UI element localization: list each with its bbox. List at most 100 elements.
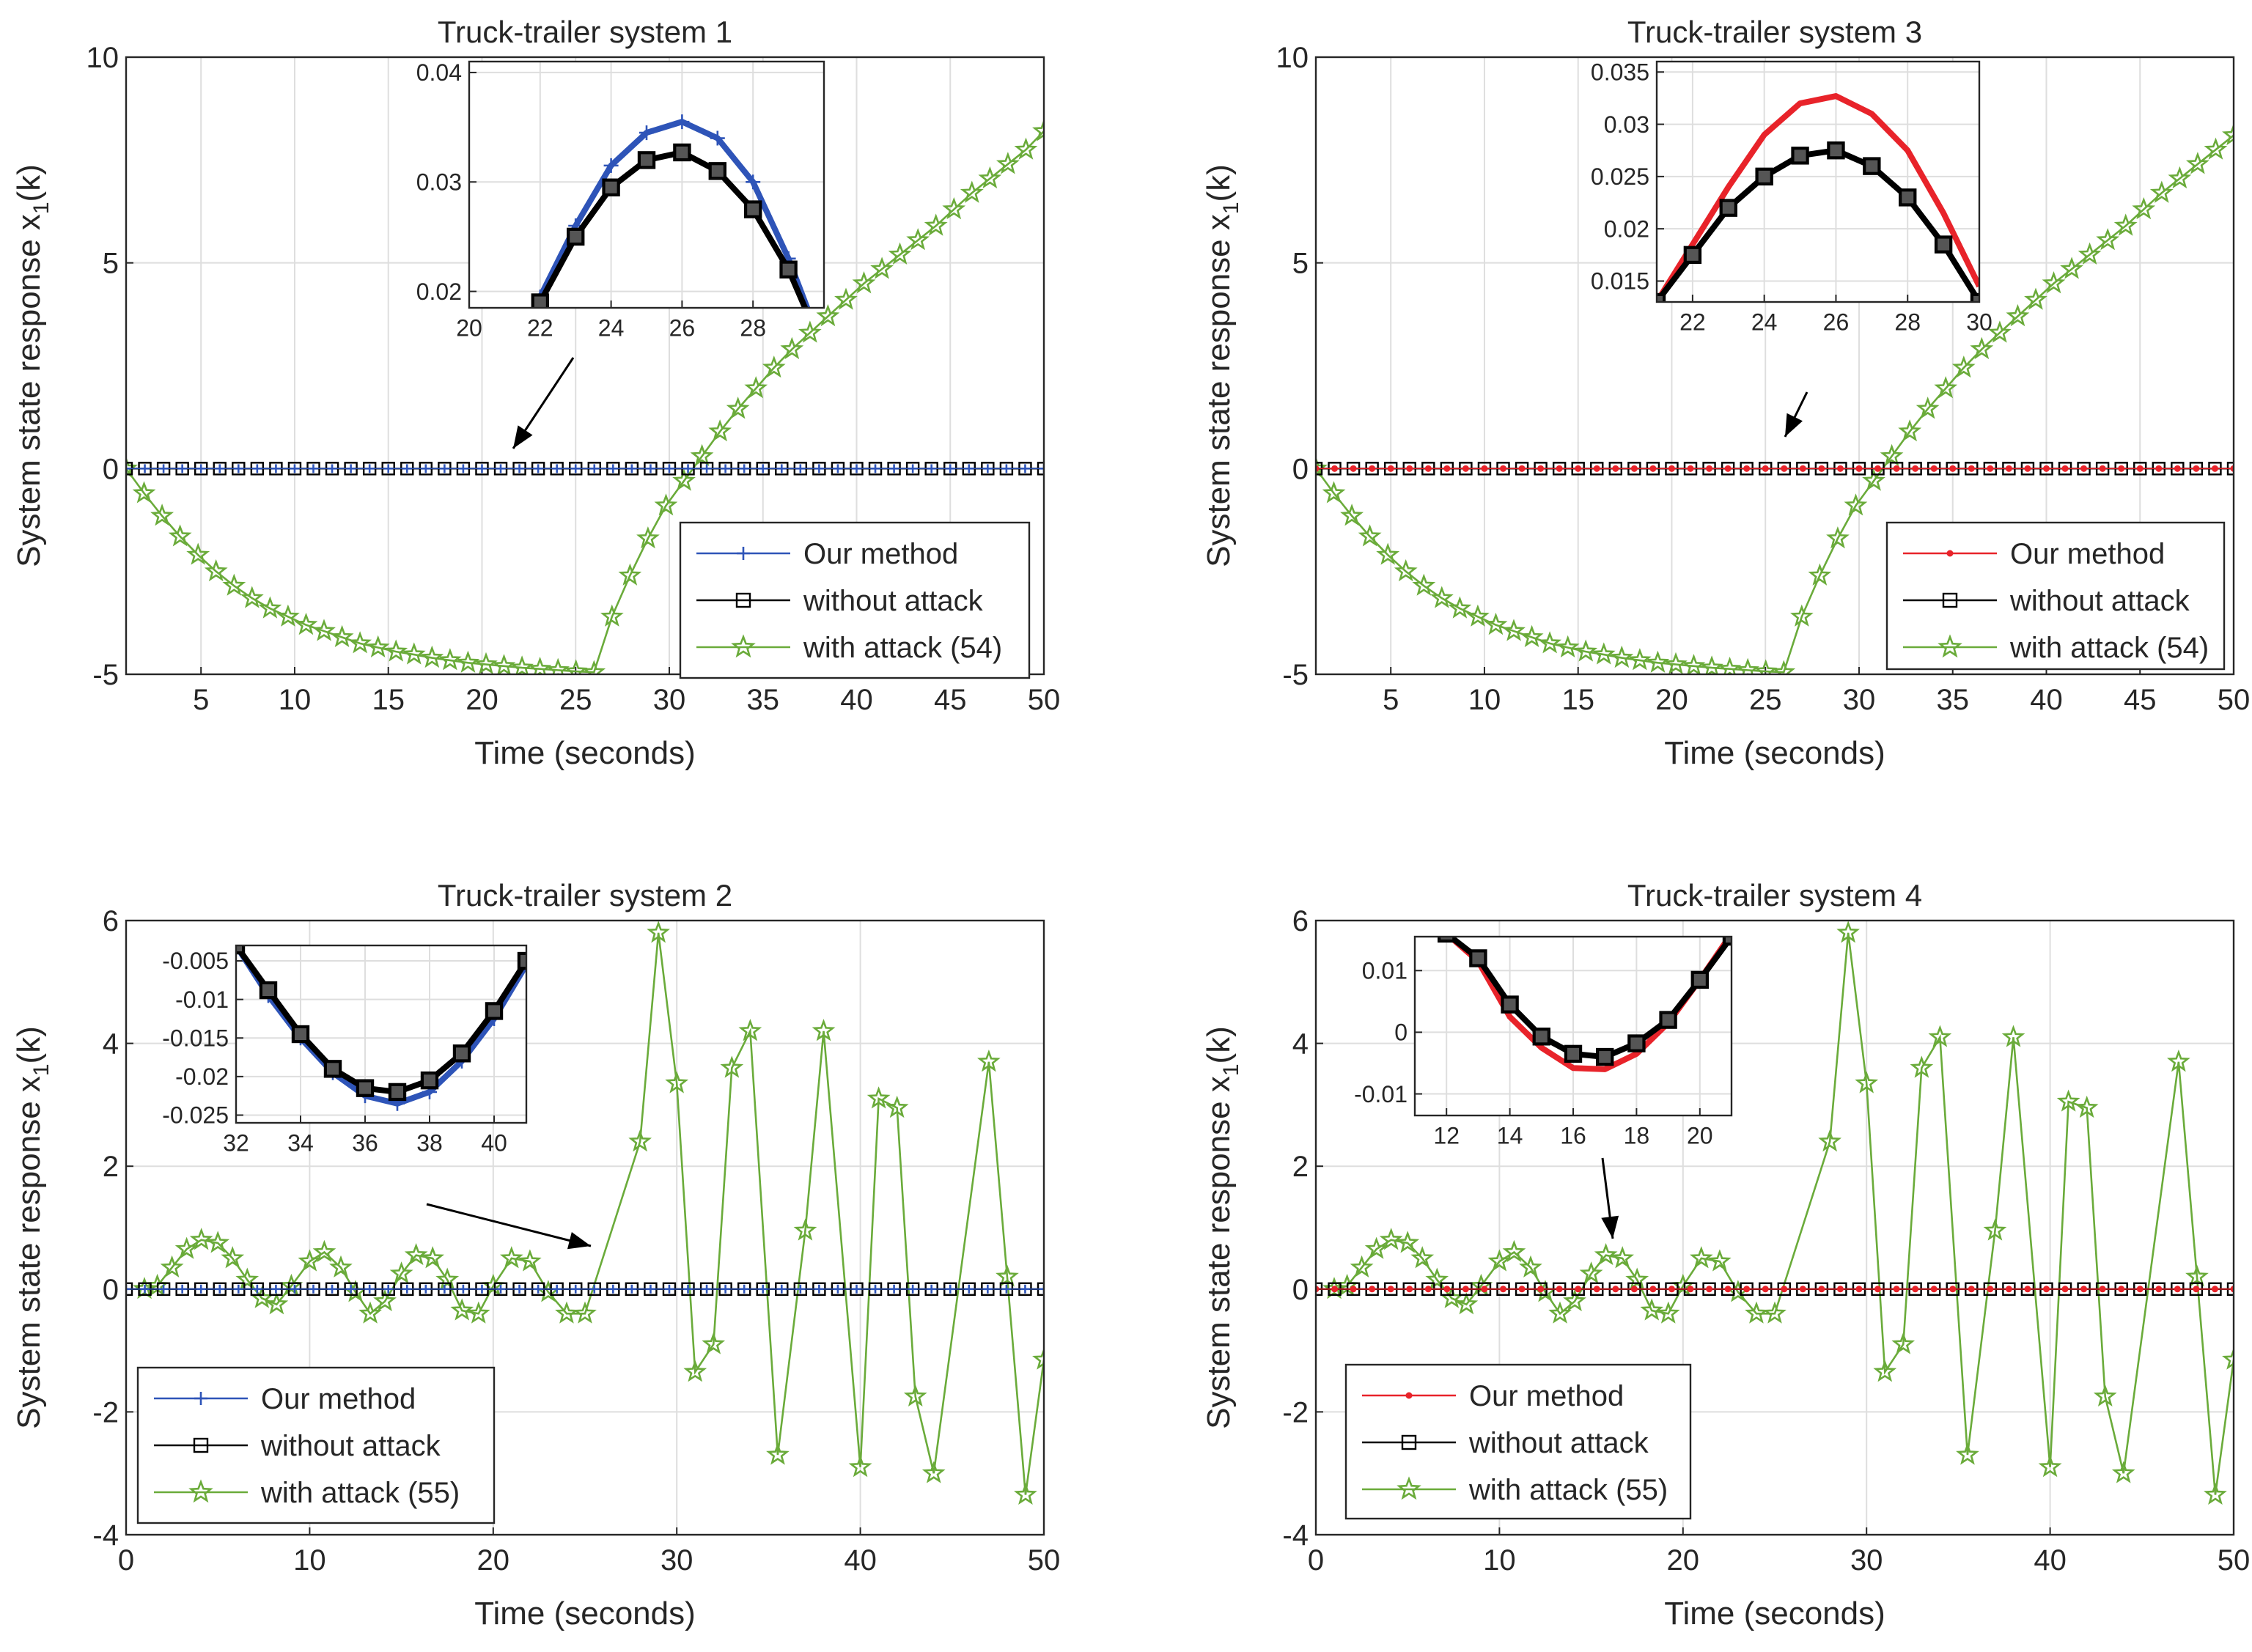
legend-marker: [1397, 1476, 1421, 1500]
marker-with-attack: [816, 303, 840, 327]
inset-marker-fill: [1597, 1050, 1613, 1065]
y-tick-label: 0.025: [1591, 163, 1649, 190]
marker-our-method: [534, 1284, 543, 1294]
marker-our-method: [571, 1284, 581, 1294]
inset-marker-without-attack: [1934, 235, 1953, 254]
marker-our-method: [2080, 1286, 2088, 1293]
marker-with-attack: [235, 1267, 260, 1290]
legend-marker: [731, 634, 756, 658]
legend-marker: [188, 1479, 213, 1503]
legend-marker: [737, 547, 750, 560]
marker-with-attack: [600, 604, 624, 627]
y-tick-label: 6: [1292, 905, 1309, 937]
inset-marker-fill: [1629, 1036, 1644, 1051]
marker-our-method: [1818, 1286, 1825, 1293]
inset-series-line: [1446, 937, 1732, 1061]
y-axis-label: System state response x1(k): [11, 1026, 54, 1429]
marker-our-method: [1593, 465, 1600, 472]
inset-series-line: [1657, 147, 1979, 302]
x-tick-label: 40: [481, 1129, 507, 1156]
y-axis-label-subscript: 1: [1219, 202, 1243, 214]
inset-marker-fill: [261, 983, 276, 998]
marker-with-attack: [573, 1301, 597, 1324]
marker-our-method: [2155, 1286, 2163, 1293]
legend-label: with attack (54): [2009, 632, 2209, 664]
legend-label: without attack: [1468, 1427, 1649, 1459]
marker-our-method: [1481, 1286, 1488, 1293]
marker-our-method: [1630, 465, 1638, 472]
marker-with-attack: [2075, 1095, 2099, 1118]
x-axis-label: Time (seconds): [474, 735, 696, 771]
x-tick-label: 10: [1483, 1544, 1516, 1577]
marker-with-attack: [421, 1246, 445, 1269]
marker-our-method: [1968, 465, 1975, 472]
marker-our-method: [271, 1284, 281, 1294]
inset-marker-without-attack: [1595, 1047, 1614, 1066]
inset-marker-fill: [674, 144, 690, 160]
x-tick-label: 50: [1028, 684, 1061, 716]
inset-plot: 32 34 36 38 40 -0.005 -0.01 -0.015 -0.02 -0.025: [162, 944, 528, 1156]
marker-our-method: [1630, 1286, 1638, 1293]
marker-with-attack: [2096, 228, 2120, 251]
marker-with-attack: [672, 468, 696, 491]
inset-plot: 20 22 24 26 28 0.02 0.03 0.04: [416, 59, 825, 341]
marker-with-attack: [702, 1332, 726, 1354]
x-tick-label: 12: [1433, 1122, 1460, 1148]
marker-with-attack: [852, 270, 876, 294]
marker-with-attack: [1970, 336, 1994, 360]
inset-marker-fill: [1792, 148, 1808, 163]
marker-our-method: [1930, 1286, 1938, 1293]
marker-our-method: [1612, 1286, 1619, 1293]
marker-with-attack: [456, 650, 480, 673]
marker-with-attack: [960, 180, 984, 203]
inset-marker-without-attack: [323, 1060, 342, 1078]
marker-our-method: [177, 464, 187, 473]
marker-with-attack: [1987, 320, 2012, 343]
inset-marker-fill: [1685, 247, 1700, 262]
marker-our-method: [1350, 465, 1357, 472]
inset-marker-our-method: [746, 174, 761, 190]
marker-with-attack: [294, 612, 318, 635]
axes-frame: [1314, 919, 2235, 1536]
inset-marker-fill: [358, 1080, 372, 1096]
marker-our-method: [1743, 465, 1751, 472]
marker-our-method: [1893, 1286, 1900, 1293]
y-axis-label-main: System state response x: [11, 1076, 47, 1429]
marker-our-method: [159, 1284, 169, 1294]
marker-our-method: [1818, 465, 1825, 472]
marker-with-attack: [1928, 1025, 1952, 1047]
y-axis-label-tail: (k): [1201, 1026, 1237, 1063]
marker-with-attack: [1789, 604, 1814, 627]
marker-with-attack: [2132, 197, 2156, 220]
panel-truck-trailer-2: 0 10 20 30 40 50 -4 -2 0 2 4 6 Truck-trailer system …: [11, 878, 1060, 1631]
marker-with-attack: [720, 1055, 744, 1078]
legend-label: without attack: [803, 585, 984, 617]
legend-marker: [1405, 1392, 1413, 1399]
marker-with-attack: [366, 635, 390, 657]
inset-series-group: [236, 945, 526, 1111]
legend-marker: [1401, 1434, 1417, 1450]
series-line-with-attack: [126, 130, 1044, 674]
marker-our-method: [608, 1284, 618, 1294]
marker-our-method: [1668, 1286, 1675, 1293]
plot-series-group: [126, 119, 1044, 674]
marker-our-method: [1039, 464, 1044, 473]
marker-our-method: [1781, 1286, 1788, 1293]
marker-with-attack: [1429, 586, 1454, 608]
y-tick-label: 10: [1276, 42, 1309, 74]
inset-marker-fill: [1756, 169, 1772, 184]
marker-with-attack: [330, 624, 354, 648]
marker-our-method: [2211, 1286, 2218, 1293]
inset-marker-fill: [1566, 1046, 1581, 1061]
marker-with-attack: [903, 1384, 927, 1407]
marker-with-attack: [2204, 137, 2228, 160]
axes-frame: [125, 919, 1045, 1536]
marker-our-method: [1462, 1286, 1469, 1293]
x-tick-label: 20: [1667, 1544, 1700, 1577]
marker-our-method: [1481, 465, 1488, 472]
inset-marker-without-attack: [517, 951, 526, 970]
inset-marker-fill: [236, 945, 243, 953]
y-tick-label: 0.04: [416, 59, 462, 86]
marker-our-method: [196, 1284, 206, 1294]
marker-our-method: [702, 464, 712, 473]
